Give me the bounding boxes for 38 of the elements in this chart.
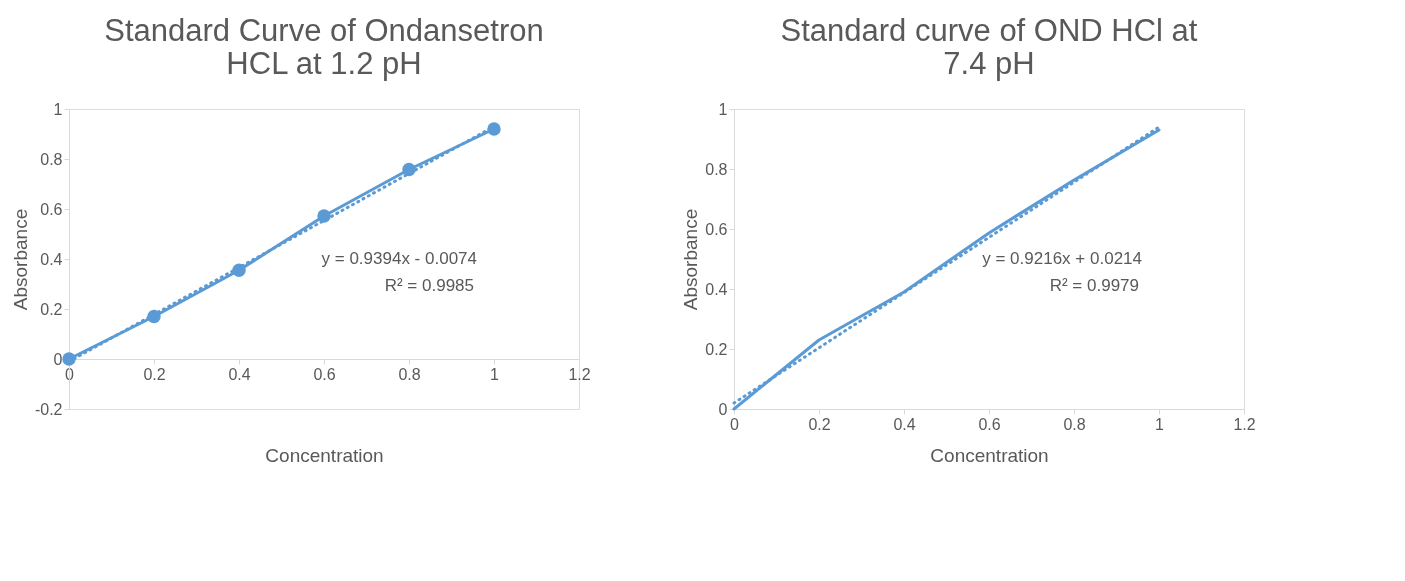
y-tick-label: 0.2 bbox=[705, 340, 728, 358]
annotation: y = 0.9394x - 0.0074 bbox=[321, 249, 477, 268]
x-tick-label: 0.8 bbox=[1063, 415, 1086, 433]
chart-title: Standard curve of OND HCl at 7.4 pH bbox=[780, 13, 1198, 81]
x-tick-label: 0.8 bbox=[398, 365, 421, 383]
x-tick-label: 1 bbox=[490, 365, 500, 383]
y-tick-label: 0.8 bbox=[40, 150, 63, 168]
x-tick-label: 0.6 bbox=[313, 365, 336, 383]
annotation: R² = 0.9979 bbox=[1049, 276, 1139, 295]
point bbox=[487, 122, 501, 136]
x-tick-label: 0.4 bbox=[893, 415, 916, 433]
y-tick-label: 0.6 bbox=[705, 220, 728, 238]
x-tick-label: 0 bbox=[730, 415, 740, 433]
y-tick-label: 1 bbox=[718, 100, 728, 118]
x-axis-title: Concentration bbox=[930, 444, 1049, 466]
annotation: R² = 0.9985 bbox=[384, 276, 474, 295]
y-tick-label: 0.4 bbox=[705, 280, 728, 298]
y-tick-label: 0.6 bbox=[40, 200, 63, 218]
y-tick-label: 1 bbox=[53, 100, 63, 118]
x-tick-label: 1 bbox=[1155, 415, 1165, 433]
x-axis-title: Concentration bbox=[265, 444, 384, 466]
point bbox=[62, 352, 76, 366]
y-tick-label: 0.8 bbox=[705, 160, 728, 178]
x-tick-label: 0.2 bbox=[808, 415, 831, 433]
y-tick-label: 0.2 bbox=[40, 300, 63, 318]
x-tick-label: 0.4 bbox=[228, 365, 251, 383]
x-tick-label: 1.2 bbox=[568, 365, 591, 383]
x-tick-label: 0.6 bbox=[978, 415, 1001, 433]
y-axis-title: Absorbance bbox=[680, 208, 702, 311]
y-tick-label: 0.4 bbox=[40, 250, 63, 268]
y-tick-label: 0 bbox=[718, 400, 728, 418]
y-axis-title: Absorbance bbox=[9, 208, 31, 311]
x-tick-label: 1.2 bbox=[1233, 415, 1256, 433]
y-tick-label: 0 bbox=[53, 350, 63, 368]
x-tick-label: 0.2 bbox=[143, 365, 166, 383]
annotation: y = 0.9216x + 0.0214 bbox=[982, 249, 1142, 268]
y-tick-label: -0.2 bbox=[34, 400, 63, 418]
chart-title: Standard Curve of Ondansetron HCL at 1.2 pH bbox=[104, 13, 544, 81]
